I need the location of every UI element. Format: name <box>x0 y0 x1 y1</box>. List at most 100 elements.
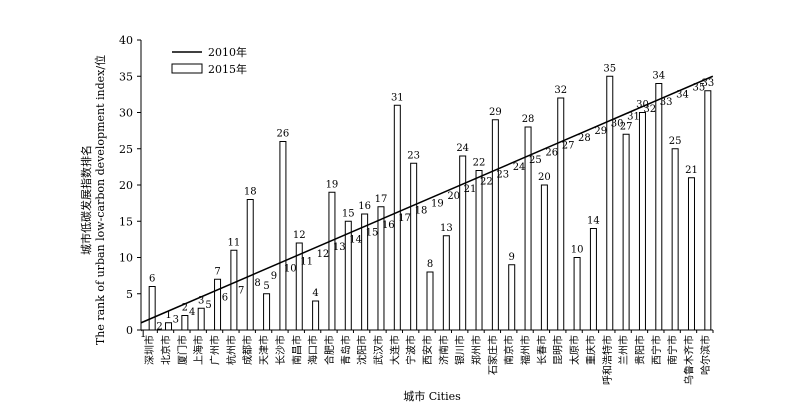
bar-2015 <box>165 322 173 331</box>
bar-value-label: 9 <box>509 252 515 263</box>
bar-value-label: 13 <box>440 223 453 234</box>
bar-value-label: 12 <box>293 230 306 241</box>
trend-line: 1234567891011121314151617181920212223242… <box>140 75 714 340</box>
bar-2015 <box>377 206 385 331</box>
bar-2015 <box>475 170 483 331</box>
line-value-label: 4 <box>189 307 195 318</box>
bar-2015 <box>181 315 189 331</box>
x-tick-label: 长春市 <box>535 335 548 365</box>
bar-value-label: 17 <box>375 194 388 205</box>
bar-2015 <box>671 148 679 331</box>
bar-value-label: 21 <box>685 165 698 176</box>
x-tick-label: 海口市 <box>307 335 320 365</box>
line-value-label: 1 <box>140 329 146 340</box>
bar-value-label: 11 <box>228 237 241 248</box>
line-value-label: 15 <box>366 227 379 238</box>
bar-2015 <box>606 75 614 331</box>
line-value-label: 33 <box>660 97 673 108</box>
bar-value-label: 2 <box>182 303 188 314</box>
line-value-label: 10 <box>284 264 297 275</box>
bar-value-label: 19 <box>326 179 339 190</box>
bar-2015 <box>573 257 581 331</box>
bar-2015 <box>214 278 222 331</box>
y-tick-label: 30 <box>119 107 133 120</box>
line-value-label: 3 <box>173 314 179 325</box>
bar-value-label: 6 <box>149 274 155 285</box>
x-tick-label: 银川市 <box>454 335 467 365</box>
line-value-label: 18 <box>415 206 428 217</box>
bar-2015 <box>704 90 712 331</box>
bar-value-label: 20 <box>538 172 551 183</box>
bar-value-label: 22 <box>473 158 486 169</box>
line-value-label: 21 <box>464 184 477 195</box>
bar-2015 <box>361 213 369 331</box>
x-tick-label: 乌鲁木齐市 <box>682 335 695 385</box>
bar-2015 <box>540 184 548 331</box>
bar-2015 <box>524 126 532 331</box>
line-value-label: 11 <box>300 256 313 267</box>
line-value-label: 17 <box>398 213 411 224</box>
line-value-label: 7 <box>238 285 244 296</box>
bar-value-label: 8 <box>427 259 433 270</box>
bar-2015 <box>263 293 271 331</box>
bar-2015 <box>557 97 565 331</box>
x-tick-label: 太原市 <box>568 335 581 365</box>
x-tick-label: 南宁市 <box>666 335 679 365</box>
line-value-label: 16 <box>382 220 395 231</box>
line-value-label: 12 <box>317 249 330 260</box>
x-tick-label: 成都市 <box>241 335 254 365</box>
x-tick-label: 深圳市 <box>143 335 156 365</box>
x-tick-label: 西宁市 <box>650 335 663 365</box>
bar-value-label: 30 <box>636 100 649 111</box>
y-axis-title: 城市低碳发展指数排名 <box>79 145 93 255</box>
bar-value-label: 1 <box>165 310 171 321</box>
bar-value-label: 10 <box>571 245 584 256</box>
bar-2015 <box>312 300 320 331</box>
x-tick-label: 广州市 <box>209 335 222 365</box>
y-axis-title-en: The rank of urban low-carbon development… <box>93 55 107 345</box>
x-tick-label: 郑州市 <box>470 335 483 365</box>
bar-2015 <box>230 249 238 331</box>
x-tick-label: 沈阳市 <box>356 335 369 365</box>
x-tick-label: 杭州市 <box>225 335 238 365</box>
line-value-label: 20 <box>447 191 460 202</box>
bar-value-label: 28 <box>522 114 535 125</box>
x-tick-label: 长沙市 <box>274 335 287 365</box>
bar-2015 <box>638 112 646 331</box>
line-value-label: 6 <box>222 293 228 304</box>
bar-value-label: 15 <box>342 208 355 219</box>
line-value-label: 24 <box>513 162 526 173</box>
bar-value-label: 16 <box>358 201 371 212</box>
line-value-label: 9 <box>271 271 277 282</box>
x-tick-label: 石家庄市 <box>486 335 499 375</box>
bar-value-label: 35 <box>603 63 616 74</box>
y-axis: 0 5 10 15 20 25 30 35 40 <box>119 34 142 337</box>
y-tick-label: 40 <box>119 34 133 47</box>
bar-value-label: 4 <box>312 288 318 299</box>
x-tick-label: 上海市 <box>192 335 205 365</box>
x-tick-label: 福州市 <box>519 335 532 365</box>
x-tick-label: 北京市 <box>160 335 173 365</box>
line-value-label: 29 <box>594 126 607 137</box>
bar-value-label: 32 <box>554 85 567 96</box>
line-value-label: 27 <box>562 140 575 151</box>
x-tick-label: 西安市 <box>421 335 434 365</box>
line-value-label: 28 <box>578 133 591 144</box>
x-tick-label: 兰州市 <box>617 335 630 365</box>
line-value-label: 19 <box>431 198 444 209</box>
bar-2015 <box>197 307 205 331</box>
line-value-label: 2 <box>156 322 162 333</box>
bar-value-label: 5 <box>263 281 269 292</box>
bar-value-label: 24 <box>456 143 469 154</box>
x-tick-label: 青岛市 <box>339 335 352 365</box>
bar-2015 <box>508 264 516 331</box>
line-value-label: 34 <box>676 90 689 101</box>
x-tick-label: 厦门市 <box>176 335 189 365</box>
bar-value-label: 27 <box>620 121 633 132</box>
bar-2015 <box>393 104 401 331</box>
x-tick-label: 南昌市 <box>290 335 303 365</box>
line-value-label: 26 <box>545 148 558 159</box>
bar-2015 <box>410 162 418 331</box>
x-tick-label: 南京市 <box>503 335 516 365</box>
line-value-label: 13 <box>333 242 346 253</box>
